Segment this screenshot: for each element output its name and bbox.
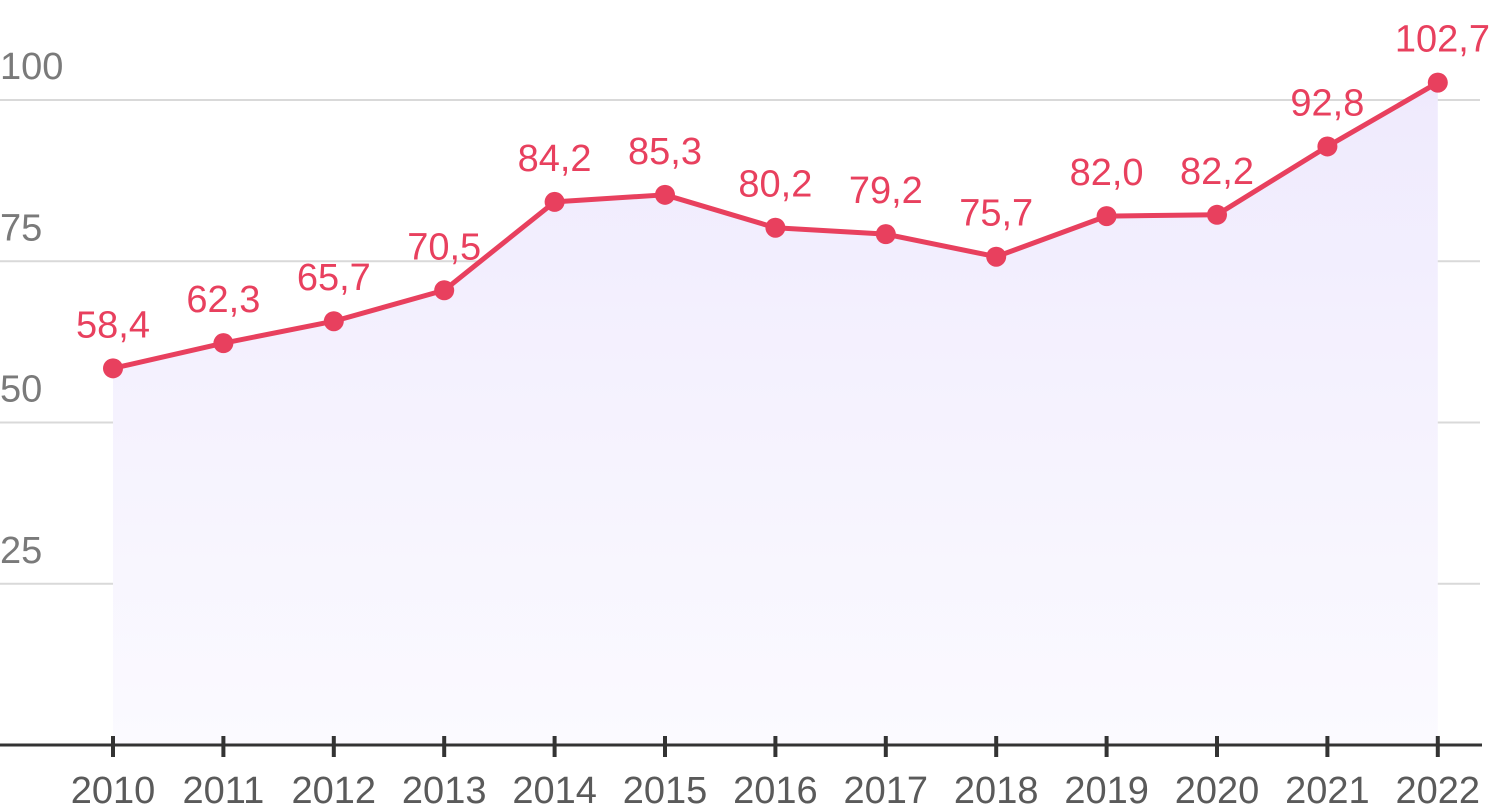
- data-point-2015: [655, 184, 675, 205]
- data-point-2011: [213, 333, 234, 354]
- data-point-2012: [323, 311, 344, 332]
- data-point-2020: [1207, 204, 1227, 225]
- x-tick-label-2016: 2016: [733, 770, 818, 811]
- data-label-2010: 58,4: [76, 304, 150, 346]
- x-tick-label-2020: 2020: [1175, 770, 1260, 811]
- data-label-2011: 62,3: [186, 279, 260, 321]
- x-tick-label-2018: 2018: [954, 770, 1039, 811]
- data-point-2019: [1096, 206, 1117, 227]
- data-label-2015: 85,3: [628, 131, 702, 173]
- data-point-2014: [544, 191, 565, 212]
- data-labels: 58,4 62,3 65,7 70,5 84,2 85,3 80,2 79,2 75,7 82,0…: [76, 19, 1490, 347]
- data-label-2016: 80,2: [738, 164, 812, 206]
- data-point-2016: [765, 217, 786, 238]
- data-point-2022: [1427, 72, 1448, 93]
- x-tick-label-2010: 2010: [71, 770, 156, 811]
- x-tick-label-2011: 2011: [183, 770, 265, 811]
- y-tick-label-25: 25: [0, 530, 42, 572]
- x-tick-label-2022: 2022: [1396, 770, 1481, 811]
- x-tick-label-2021: 2021: [1285, 770, 1370, 811]
- x-tick-label-2015: 2015: [623, 770, 708, 811]
- x-axis: 2010 2011 2012 2013 2014 2015 2016 2017 2018 2019…: [0, 736, 1482, 811]
- area-fill: [113, 82, 1438, 745]
- data-point-2018: [986, 246, 1007, 267]
- data-label-2012: 65,7: [297, 257, 371, 299]
- y-tick-label-50: 50: [0, 369, 42, 411]
- x-tick-label-2013: 2013: [402, 770, 487, 811]
- data-label-2019: 82,0: [1070, 152, 1144, 194]
- data-label-2018: 75,7: [959, 193, 1033, 235]
- y-tick-label-100: 100: [0, 46, 63, 88]
- data-label-2014: 84,2: [518, 138, 592, 180]
- data-label-2022: 102,7: [1395, 19, 1490, 61]
- data-label-2017: 79,2: [849, 170, 923, 212]
- data-label-2021: 92,8: [1290, 82, 1364, 124]
- data-point-2013: [434, 280, 455, 301]
- data-points: [103, 72, 1448, 379]
- data-point-2010: [103, 358, 123, 379]
- x-tick-label-2019: 2019: [1064, 770, 1149, 811]
- x-tick-label-2017: 2017: [844, 770, 929, 811]
- x-tick-label-2014: 2014: [512, 770, 597, 811]
- data-point-2021: [1317, 136, 1338, 157]
- data-label-2020: 82,2: [1180, 151, 1254, 193]
- area-layer: [113, 82, 1438, 745]
- y-tick-label-75: 75: [0, 207, 42, 249]
- data-label-2013: 70,5: [407, 226, 481, 268]
- x-tick-label-2012: 2012: [292, 770, 377, 811]
- data-point-2017: [875, 224, 896, 245]
